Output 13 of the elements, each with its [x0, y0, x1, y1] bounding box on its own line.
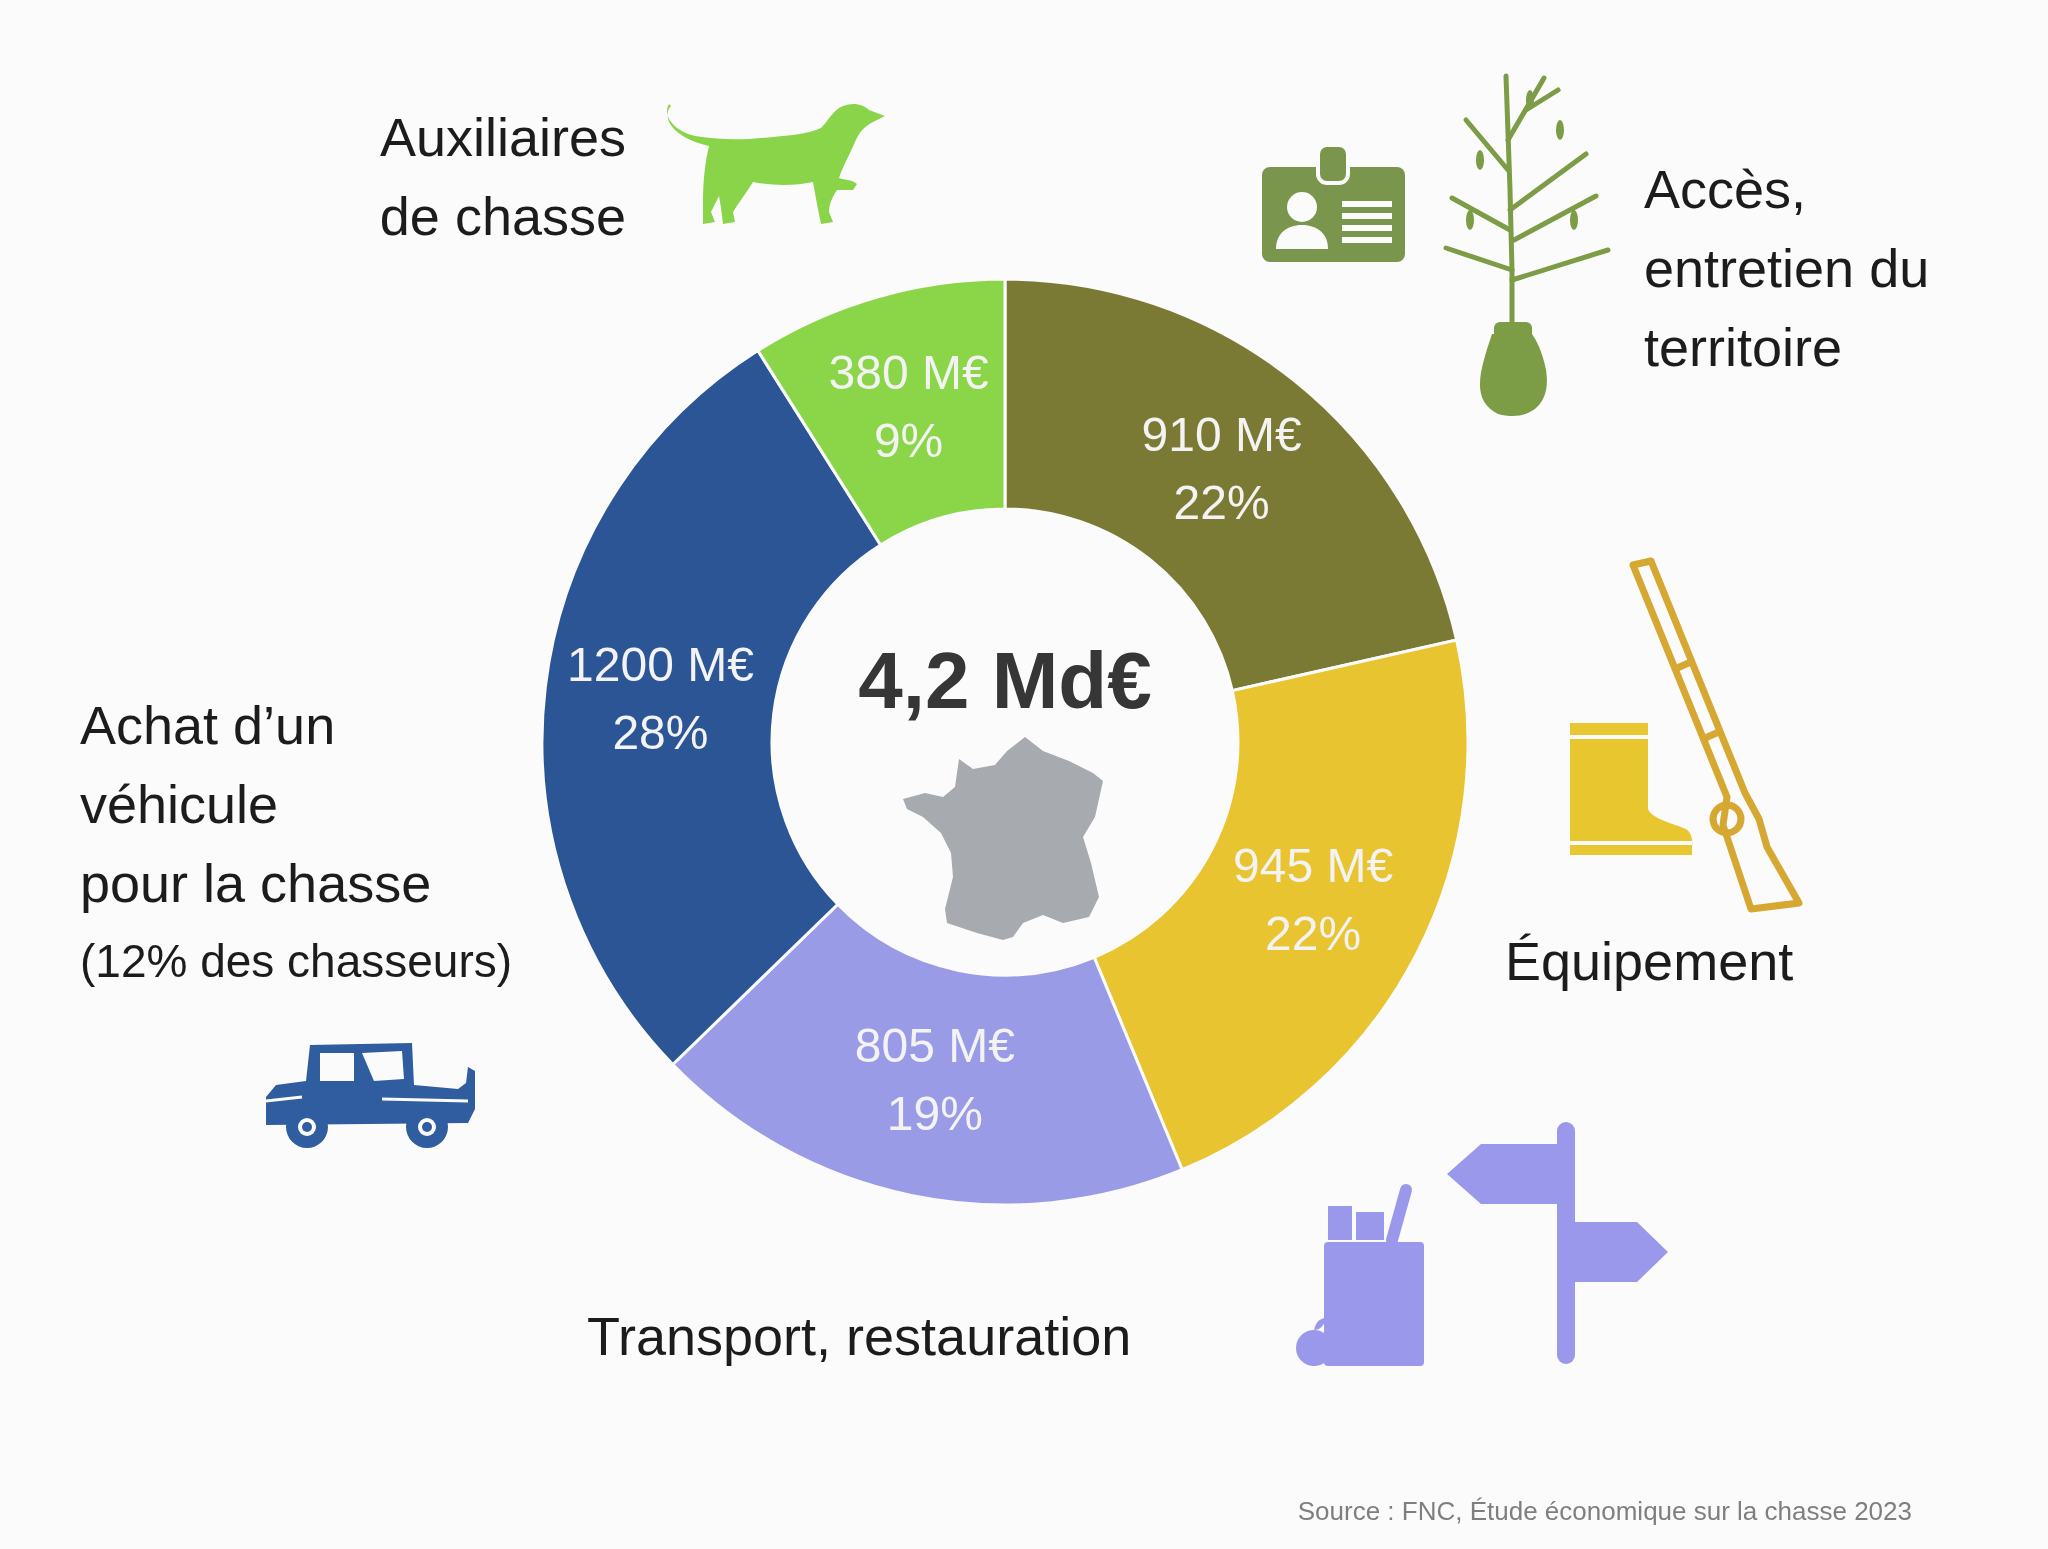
data-label: 910 M€ 22%: [1141, 407, 1302, 529]
data-label: 380 M€ 9%: [828, 345, 989, 467]
text: 4,2 Md€: [858, 635, 1152, 725]
source-note: Source : FNC, Étude économique sur la chasse 2023: [1297, 1495, 1912, 1526]
data-label: 945 M€ 22%: [1233, 838, 1394, 960]
data-label: 1200 M€ 28%: [567, 637, 755, 759]
slice-label: Accès, entretien du territoire: [1644, 158, 1930, 377]
slice-label: Équipement: [1505, 930, 1794, 991]
text: (12% des chasseurs): [80, 935, 513, 988]
slice-label: Transport, restauration: [587, 1305, 1132, 1366]
slice-label: Auxiliaires de chasse: [379, 106, 626, 246]
data-label: 805 M€ 19%: [854, 1018, 1016, 1140]
slice-label: Achat d’un véhicule pour la chasse: [80, 694, 432, 913]
